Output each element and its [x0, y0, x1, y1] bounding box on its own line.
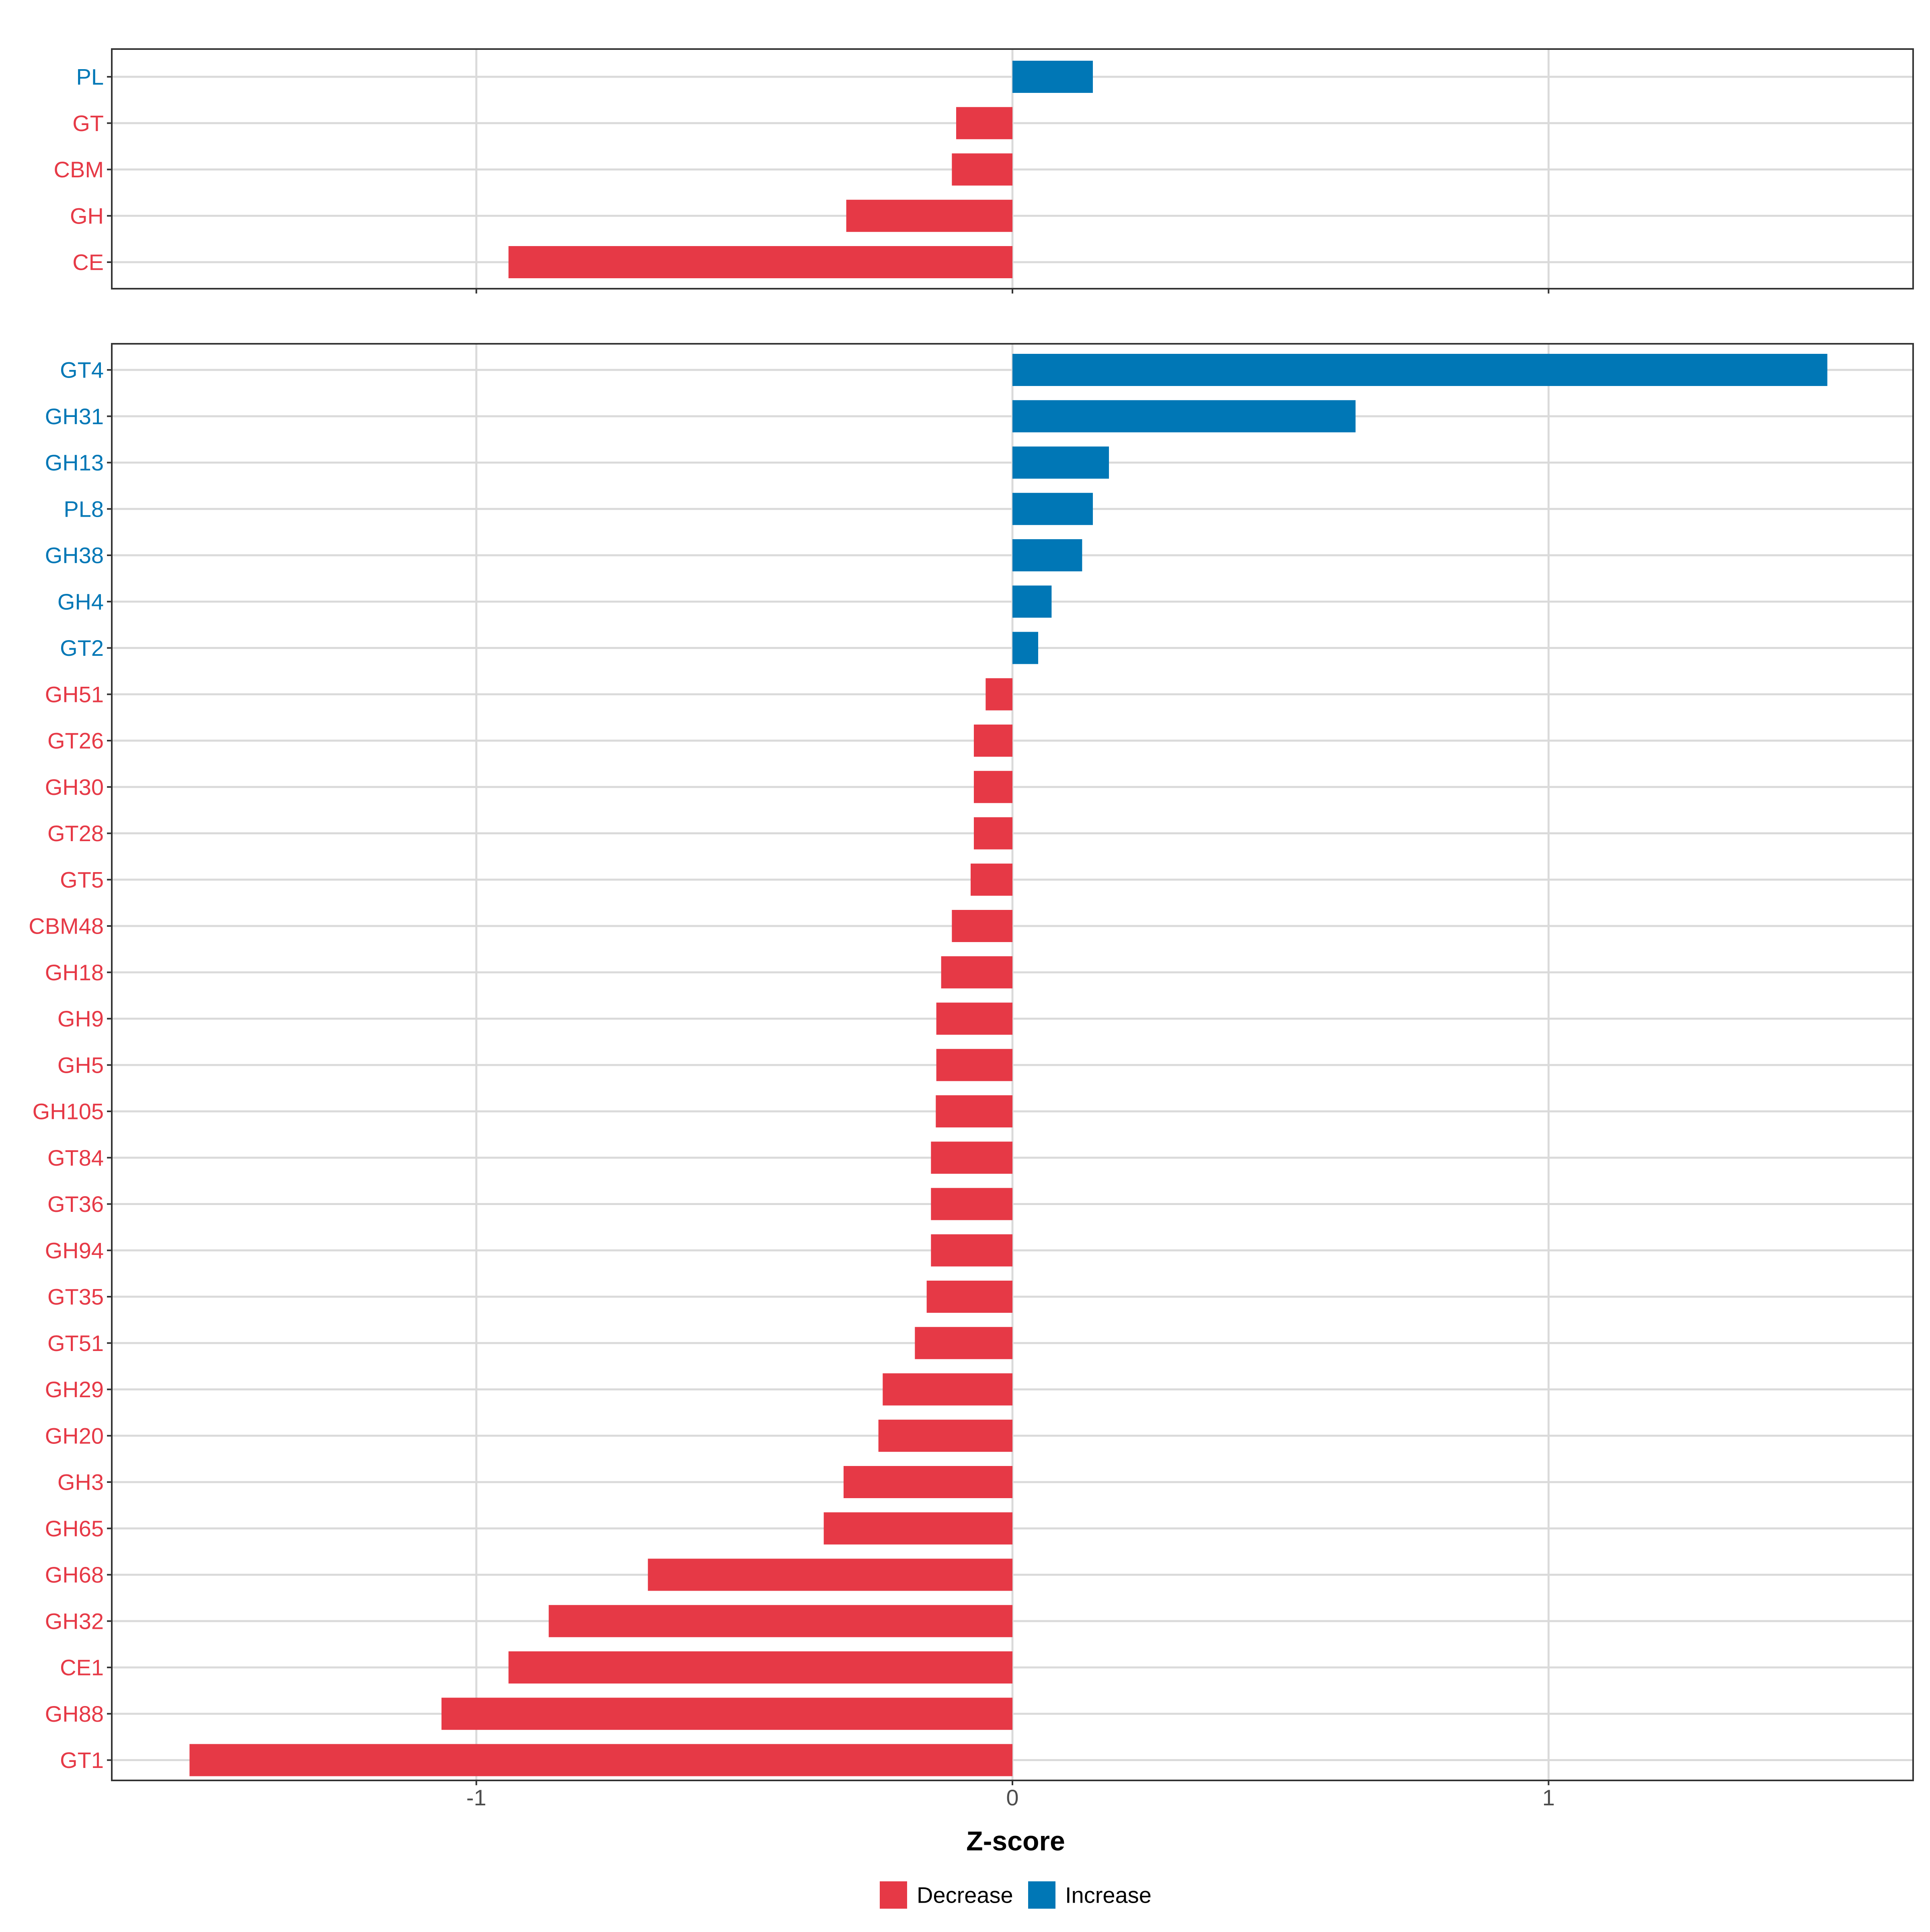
category-label-pl: PL	[76, 64, 104, 90]
bar-gt28	[974, 817, 1012, 850]
panel-classes: PL GT CBM GH CE	[54, 48, 1914, 294]
category-label-gh68: GH68	[45, 1562, 104, 1587]
category-label-gt51: GT51	[47, 1330, 104, 1356]
category-label-gt5: GT5	[60, 867, 104, 892]
bar-gt2	[1012, 632, 1038, 664]
bar-gh3	[844, 1466, 1012, 1498]
bar-cbm	[952, 153, 1012, 186]
legend: Decrease Increase	[880, 1881, 1152, 1909]
category-label-ce: CE	[72, 250, 104, 275]
x-axis: -1 0 1	[466, 1785, 1555, 1810]
category-label-gt36: GT36	[47, 1191, 104, 1217]
category-label-gh13: GH13	[45, 450, 104, 475]
category-label-gh94: GH94	[45, 1238, 104, 1263]
bar-ce	[508, 246, 1012, 278]
category-label-gh38: GH38	[45, 543, 104, 568]
bar-gh32	[548, 1605, 1012, 1637]
category-label-gt28: GT28	[47, 821, 104, 846]
category-label-gh105: GH105	[33, 1099, 104, 1124]
category-label-gt84: GT84	[47, 1145, 104, 1170]
bar-gh68	[648, 1558, 1012, 1591]
bar-gh38	[1012, 539, 1082, 571]
bar-gh4	[1012, 585, 1052, 618]
x-tick-label: 0	[1006, 1785, 1018, 1810]
bar-gh31	[1012, 400, 1356, 433]
category-label-gh30: GH30	[45, 774, 104, 800]
category-label-pl8: PL8	[64, 496, 104, 521]
bar-gt4	[1012, 354, 1827, 386]
panel-families: GT4 GH31 GH13 PL8 GH38 GH4 GT2 GH51 GT26 GH30 GT28…	[29, 343, 1914, 1785]
category-label-gh9: GH9	[57, 1006, 104, 1031]
bar-gh94	[931, 1234, 1012, 1267]
bar-gh5	[936, 1049, 1012, 1081]
category-label-gh29: GH29	[45, 1377, 104, 1402]
category-label-gh88: GH88	[45, 1701, 104, 1727]
bar-gh	[846, 199, 1012, 232]
bar-gh18	[941, 956, 1012, 989]
category-label-gt: GT	[72, 111, 104, 136]
category-label-gt1: GT1	[60, 1747, 104, 1773]
bar-gh65	[823, 1512, 1012, 1545]
category-label-gh65: GH65	[45, 1516, 104, 1541]
x-tick-label: 1	[1542, 1785, 1555, 1810]
category-label-gt2: GT2	[60, 635, 104, 661]
category-label-gh5: GH5	[57, 1052, 104, 1078]
bar-pl8	[1012, 493, 1093, 525]
bar-gh20	[878, 1419, 1012, 1452]
category-label-cbm48: CBM48	[29, 914, 104, 939]
bar-gt26	[974, 725, 1012, 757]
bar-cbm48	[952, 910, 1012, 942]
category-label-gt35: GT35	[47, 1284, 104, 1310]
category-label-gh51: GH51	[45, 682, 104, 707]
bar-gt1	[189, 1744, 1012, 1776]
category-label-ce1: CE1	[60, 1655, 104, 1680]
category-label-gh: GH	[70, 203, 104, 228]
bar-gt5	[971, 863, 1012, 896]
category-label-gt4: GT4	[60, 357, 104, 383]
x-tick-label: -1	[466, 1785, 487, 1810]
category-label-gh31: GH31	[45, 404, 104, 429]
category-label-gt26: GT26	[47, 728, 104, 754]
bar-gh9	[936, 1002, 1012, 1035]
bar-pl	[1012, 61, 1093, 93]
bar-gt35	[926, 1281, 1012, 1313]
bar-gh13	[1012, 446, 1109, 479]
bar-gt51	[915, 1327, 1012, 1359]
category-label-cbm: CBM	[54, 157, 104, 182]
bar-gh105	[936, 1095, 1012, 1127]
bar-gh88	[441, 1698, 1012, 1730]
category-label-gh20: GH20	[45, 1423, 104, 1448]
category-label-gh18: GH18	[45, 960, 104, 985]
category-label-gh3: GH3	[57, 1470, 104, 1495]
bar-gh51	[986, 678, 1012, 710]
bar-ce1	[508, 1651, 1012, 1684]
legend-swatch-increase	[1028, 1881, 1055, 1909]
legend-label-decrease: Decrease	[917, 1883, 1013, 1908]
bar-gh30	[974, 771, 1012, 803]
bar-gt84	[931, 1142, 1012, 1174]
legend-label-increase: Increase	[1065, 1883, 1152, 1908]
bar-gh29	[883, 1373, 1012, 1406]
bar-gt	[956, 107, 1012, 140]
bar-gt36	[931, 1188, 1012, 1220]
x-axis-title: Z-score	[966, 1826, 1065, 1856]
legend-swatch-decrease	[880, 1881, 907, 1909]
category-label-gh4: GH4	[57, 589, 104, 614]
category-label-gh32: GH32	[45, 1608, 104, 1634]
